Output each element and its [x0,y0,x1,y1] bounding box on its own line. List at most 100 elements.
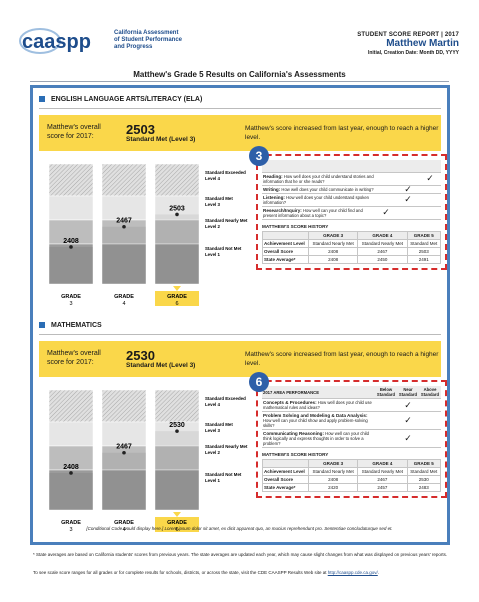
perf-area-question: How well does your child use mathematica… [263,400,372,410]
history-row-label: State Average* [262,254,309,264]
perf-description: Reading: How well does your child unders… [262,172,375,186]
perf-cell [375,172,397,186]
level-band [154,469,200,511]
highlight-pointer [173,286,181,291]
grade-number-label: 3 [69,301,72,306]
history-row-label: Overall Score [262,246,309,256]
ela-heading: ENGLISH LANGUAGE ARTS/LITERACY (ELA) [39,94,441,104]
history-column-header: GRADE 4 [357,459,408,468]
overall-label-line: Matthew's overall [47,350,101,357]
logo-line: California Assessment [114,30,179,36]
history-row: Achievement Level Standard Nearly Met Stan… [262,238,442,248]
level-label: Standard Met [205,422,233,427]
grade-number-label: 6 [175,527,178,532]
level-band [101,195,147,221]
ela-score-bar: Matthew's overall score for 2017: 2503 S… [39,115,441,151]
checkmark-icon: ✓ [419,172,441,186]
math-score-bar: Matthew's overall score for 2017: 2530 S… [39,341,441,377]
level-label-number: Level 4 [205,402,220,407]
section-divider [39,334,441,335]
section-marker-icon [39,96,45,102]
history-cell: 2457 [357,483,408,492]
perf-header-cell [375,160,397,173]
student-name: Matthew Martin [386,38,459,49]
level-band [48,469,94,511]
perf-area-question: How well does your child understand spok… [263,194,369,205]
score-bar [102,226,146,284]
level-label: Standard Not Met [205,472,242,477]
history-cell: 2408 [307,475,359,484]
perf-description: Concepts & Procedures: How well does you… [262,398,375,412]
perf-cell [419,398,441,412]
history-row-label: Overall Score [262,475,309,484]
perf-cell [419,429,441,448]
score-label: 2408 [63,464,79,471]
report-header: STUDENT SCORE REPORT | 2017 Matthew Mart… [357,32,459,56]
perf-header-cell [397,160,419,173]
grade-prefix-label: GRADE [61,520,81,526]
perf-header-row: 2017 AREA PERFORMANCE Below Standard Nea… [262,386,441,399]
overall-label-line: score for 2017: [47,133,94,140]
history-cell: 2467 [357,475,408,484]
results-frame: ENGLISH LANGUAGE ARTS/LITERACY (ELA) Mat… [30,85,450,545]
ela-level: Standard Met (Level 3) [126,136,196,143]
results-web-link[interactable]: http://caaspp.cde.ca.gov/ [327,570,378,575]
level-label-number: Level 2 [205,450,220,455]
ela-title: ENGLISH LANGUAGE ARTS/LITERACY (ELA) [51,95,203,103]
footnote-state-averages: * State averages are based on California… [33,552,448,557]
logo-line: and Progress [114,44,153,50]
score-dot [122,224,126,229]
level-band [101,389,147,423]
section-marker-icon [39,322,45,328]
grade-prefix-label: GRADE [61,294,81,300]
score-label: 2408 [63,238,79,245]
history-corner [262,230,309,240]
ela-chart: 2408 GRADE 3 2467 GRADE 4 2503 GRADE 6 Standard E… [39,156,248,306]
ela-history-title: MATTHEW'S SCORE HISTORY [262,223,329,229]
math-history-table: GRADE 3 GRADE 4 GRADE 5 Achievement Level St… [262,459,442,492]
perf-title: 2017 AREA PERFORMANCE [262,386,375,399]
history-cell: Standard Nearly Met [307,467,359,476]
history-row: State Average* 2420 2457 2483 [262,483,442,492]
level-label-number: Level 1 [205,252,220,257]
history-cell: 2530 [406,475,442,484]
history-corner [262,459,309,468]
level-label-number: Level 3 [205,202,220,207]
perf-header-cell [262,160,375,173]
perf-area-name: Research/Inquiry: [263,207,302,213]
perf-column-header: Above Standard [419,386,441,399]
level-band [48,389,94,423]
score-dot [122,450,126,455]
perf-area-question: How well can your child show and apply p… [263,418,368,428]
grade-prefix-label: GRADE [167,294,187,300]
history-row: Overall Score 2408 2467 2530 [262,475,442,484]
history-cell: 2503 [406,246,442,256]
history-row-label: Achievement Level [262,467,309,476]
perf-area-question: How well does your child understand stor… [263,173,374,184]
math-heading: MATHEMATICS [39,320,441,330]
history-cell: 2408 [307,254,359,264]
conditional-note: [Conditional Code would display here.] L… [86,526,393,531]
grade-number-label: 6 [175,301,178,306]
level-label: Standard Not Met [205,246,242,251]
history-row: State Average* 2408 2450 2491 [262,254,442,264]
perf-description: Listening: How well does your child unde… [262,193,375,207]
perf-area-name: Writing: [263,186,281,192]
history-cell: Standard Met [406,467,442,476]
history-column-header: GRADE 5 [406,230,442,240]
footnote-text: To see scale score ranges for all grades… [33,570,328,575]
level-band [101,219,147,245]
history-cell: 2408 [307,246,359,256]
grade-highlight [155,291,199,306]
title-divider [30,81,449,82]
math-score: 2530 [126,348,155,363]
score-label: 2530 [169,422,185,429]
logo-line: of Student Performance [114,37,183,43]
perf-cell [419,185,441,194]
perf-cell [375,411,397,430]
perf-cell [419,193,441,207]
score-bar [155,214,199,284]
history-cell: 2420 [307,483,359,492]
math-title: MATHEMATICS [51,321,102,329]
